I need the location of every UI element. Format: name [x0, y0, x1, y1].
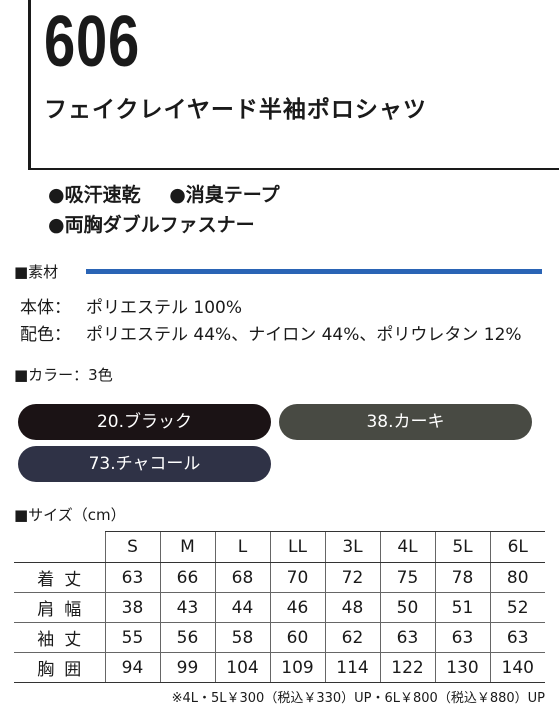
material-label: 本体：: [20, 298, 71, 318]
table-cell: 50: [379, 592, 435, 623]
table-corner: [14, 531, 105, 563]
material-value: ポリエステル 44%、ナイロン 44%、ポリウレタン 12%: [86, 325, 522, 345]
table-row: 肩幅 38 43 44 46 48 50 51 52: [14, 592, 545, 623]
table-cell: 63: [434, 622, 490, 653]
material-row-body: 本体： ポリエステル 100%: [20, 296, 242, 320]
table-row: 袖丈 55 56 58 60 62 63 63 63: [14, 622, 545, 653]
table-cell: 51: [434, 592, 490, 623]
material-label: 配色：: [20, 325, 71, 345]
table-cell: 44: [214, 592, 270, 623]
table-row: 着丈 63 66 68 70 72 75 78 80: [14, 562, 545, 593]
title-vertical-rule: [28, 0, 31, 170]
table-cell: 109: [269, 652, 325, 683]
row-label: 胸囲: [14, 652, 105, 683]
feature-row: ●吸汗速乾 ●消臭テープ: [48, 180, 280, 210]
table-cell: 78: [434, 562, 490, 593]
product-name: フェイクレイヤード半袖ポロシャツ: [44, 97, 427, 123]
table-cell: 94: [104, 652, 160, 683]
feature-item: ●吸汗速乾: [48, 184, 141, 206]
table-cell: 99: [159, 652, 215, 683]
size-column-header: 4L: [379, 531, 435, 563]
table-cell: 104: [214, 652, 270, 683]
table-cell: 58: [214, 622, 270, 653]
table-cell: 52: [489, 592, 545, 623]
table-cell: 63: [104, 562, 160, 593]
size-column-header: 3L: [324, 531, 380, 563]
table-cell: 63: [489, 622, 545, 653]
size-column-header: 5L: [434, 531, 490, 563]
table-cell: 68: [214, 562, 270, 593]
feature-item: ●両胸ダブルファスナー: [48, 214, 255, 236]
table-cell: 130: [434, 652, 490, 683]
size-table-header-row: S M L LL 3L 4L 5L 6L: [14, 531, 545, 563]
material-value: ポリエステル 100%: [86, 298, 243, 318]
material-accent-bar: [86, 269, 542, 274]
table-cell: 72: [324, 562, 380, 593]
row-label: 袖丈: [14, 622, 105, 653]
title-horizontal-rule: [28, 168, 559, 170]
row-label: 肩幅: [14, 592, 105, 623]
color-chip-charcoal: 73.チャコール: [18, 446, 271, 482]
table-cell: 122: [379, 652, 435, 683]
table-cell: 62: [324, 622, 380, 653]
table-cell: 38: [104, 592, 160, 623]
table-cell: 43: [159, 592, 215, 623]
table-cell: 48: [324, 592, 380, 623]
row-label: 着丈: [14, 562, 105, 593]
feature-list: ●吸汗速乾 ●消臭テープ ●両胸ダブルファスナー: [48, 180, 280, 240]
table-row: 胸囲 94 99 104 109 114 122 130 140: [14, 652, 545, 683]
table-cell: 80: [489, 562, 545, 593]
table-cell: 46: [269, 592, 325, 623]
color-chip-khaki: 38.カーキ: [279, 404, 532, 440]
price-note: ※4L・5L￥300（税込￥330）UP・6L￥800（税込￥880）UP: [171, 691, 545, 706]
material-header: ■素材: [14, 263, 59, 281]
size-column-header: 6L: [489, 531, 545, 563]
feature-row: ●両胸ダブルファスナー: [48, 210, 280, 240]
product-code: 606: [44, 2, 141, 82]
table-cell: 70: [269, 562, 325, 593]
size-column-header: S: [104, 531, 160, 563]
feature-item: ●消臭テープ: [169, 184, 280, 206]
table-cell: 56: [159, 622, 215, 653]
table-cell: 75: [379, 562, 435, 593]
table-cell: 114: [324, 652, 380, 683]
size-table: S M L LL 3L 4L 5L 6L 着丈 63 66 68 70 72 7…: [14, 531, 545, 683]
material-row-trim: 配色： ポリエステル 44%、ナイロン 44%、ポリウレタン 12%: [20, 323, 522, 347]
color-header: ■カラー：3色: [14, 366, 113, 384]
size-column-header: M: [159, 531, 215, 563]
table-cell: 66: [159, 562, 215, 593]
size-header: ■サイズ（cm）: [14, 506, 126, 524]
color-chip-black: 20.ブラック: [18, 404, 271, 440]
table-cell: 63: [379, 622, 435, 653]
table-cell: 55: [104, 622, 160, 653]
size-column-header: L: [214, 531, 270, 563]
table-cell: 140: [489, 652, 545, 683]
size-column-header: LL: [269, 531, 325, 563]
table-cell: 60: [269, 622, 325, 653]
